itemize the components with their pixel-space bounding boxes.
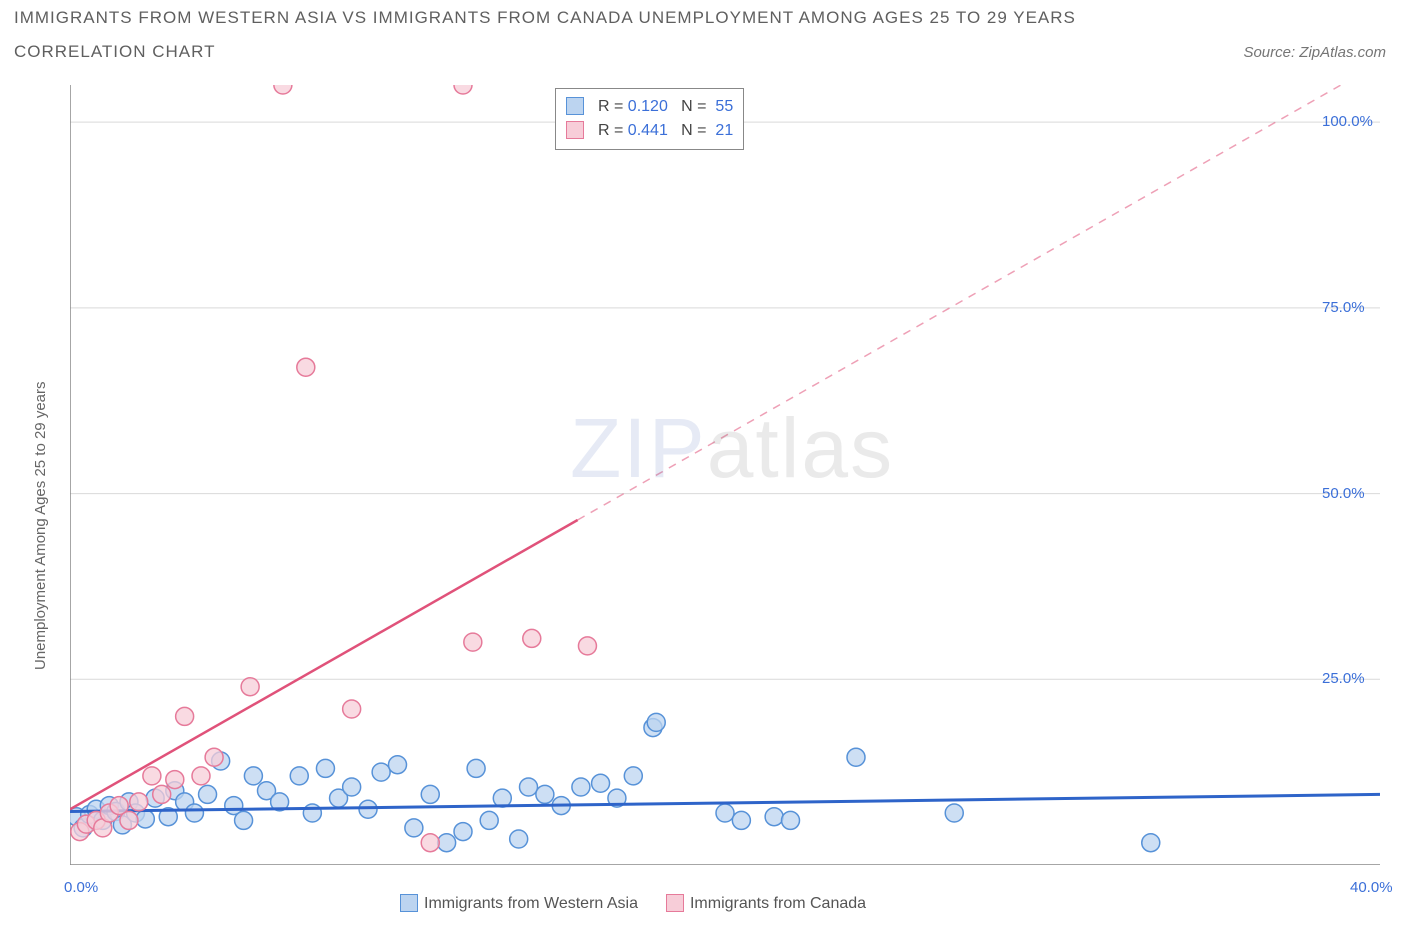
legend-swatch bbox=[566, 97, 584, 115]
y-axis-label: Unemployment Among Ages 25 to 29 years bbox=[32, 381, 49, 670]
legend-swatch bbox=[666, 894, 684, 912]
source-label: Source: ZipAtlas.com bbox=[1243, 44, 1386, 61]
legend-bottom: Immigrants from Western Asia Immigrants f… bbox=[400, 895, 866, 913]
legend-stats-row: R = 0.120 N = 55 bbox=[566, 95, 733, 119]
legend-stats-text: R = 0.441 N = 21 bbox=[598, 119, 733, 143]
chart-title-1: IMMIGRANTS FROM WESTERN ASIA VS IMMIGRAN… bbox=[14, 8, 1076, 28]
chart-title-2: CORRELATION CHART bbox=[14, 42, 216, 62]
legend-swatch bbox=[400, 894, 418, 912]
legend-bottom-item: Immigrants from Western Asia bbox=[400, 895, 638, 913]
y-tick-label: 25.0% bbox=[1322, 670, 1365, 687]
legend-stats-text: R = 0.120 N = 55 bbox=[598, 95, 733, 119]
y-tick-label: 100.0% bbox=[1322, 113, 1373, 130]
legend-bottom-label: Immigrants from Canada bbox=[690, 895, 866, 912]
legend-stats-box: R = 0.120 N = 55R = 0.441 N = 21 bbox=[555, 88, 744, 150]
legend-bottom-item: Immigrants from Canada bbox=[666, 895, 866, 913]
y-tick-label: 50.0% bbox=[1322, 485, 1365, 502]
x-tick-label: 0.0% bbox=[64, 879, 98, 896]
scatter-plot bbox=[70, 85, 1380, 865]
legend-swatch bbox=[566, 121, 584, 139]
legend-bottom-label: Immigrants from Western Asia bbox=[424, 895, 638, 912]
y-tick-label: 75.0% bbox=[1322, 299, 1365, 316]
x-tick-label: 40.0% bbox=[1350, 879, 1393, 896]
legend-stats-row: R = 0.441 N = 21 bbox=[566, 119, 733, 143]
